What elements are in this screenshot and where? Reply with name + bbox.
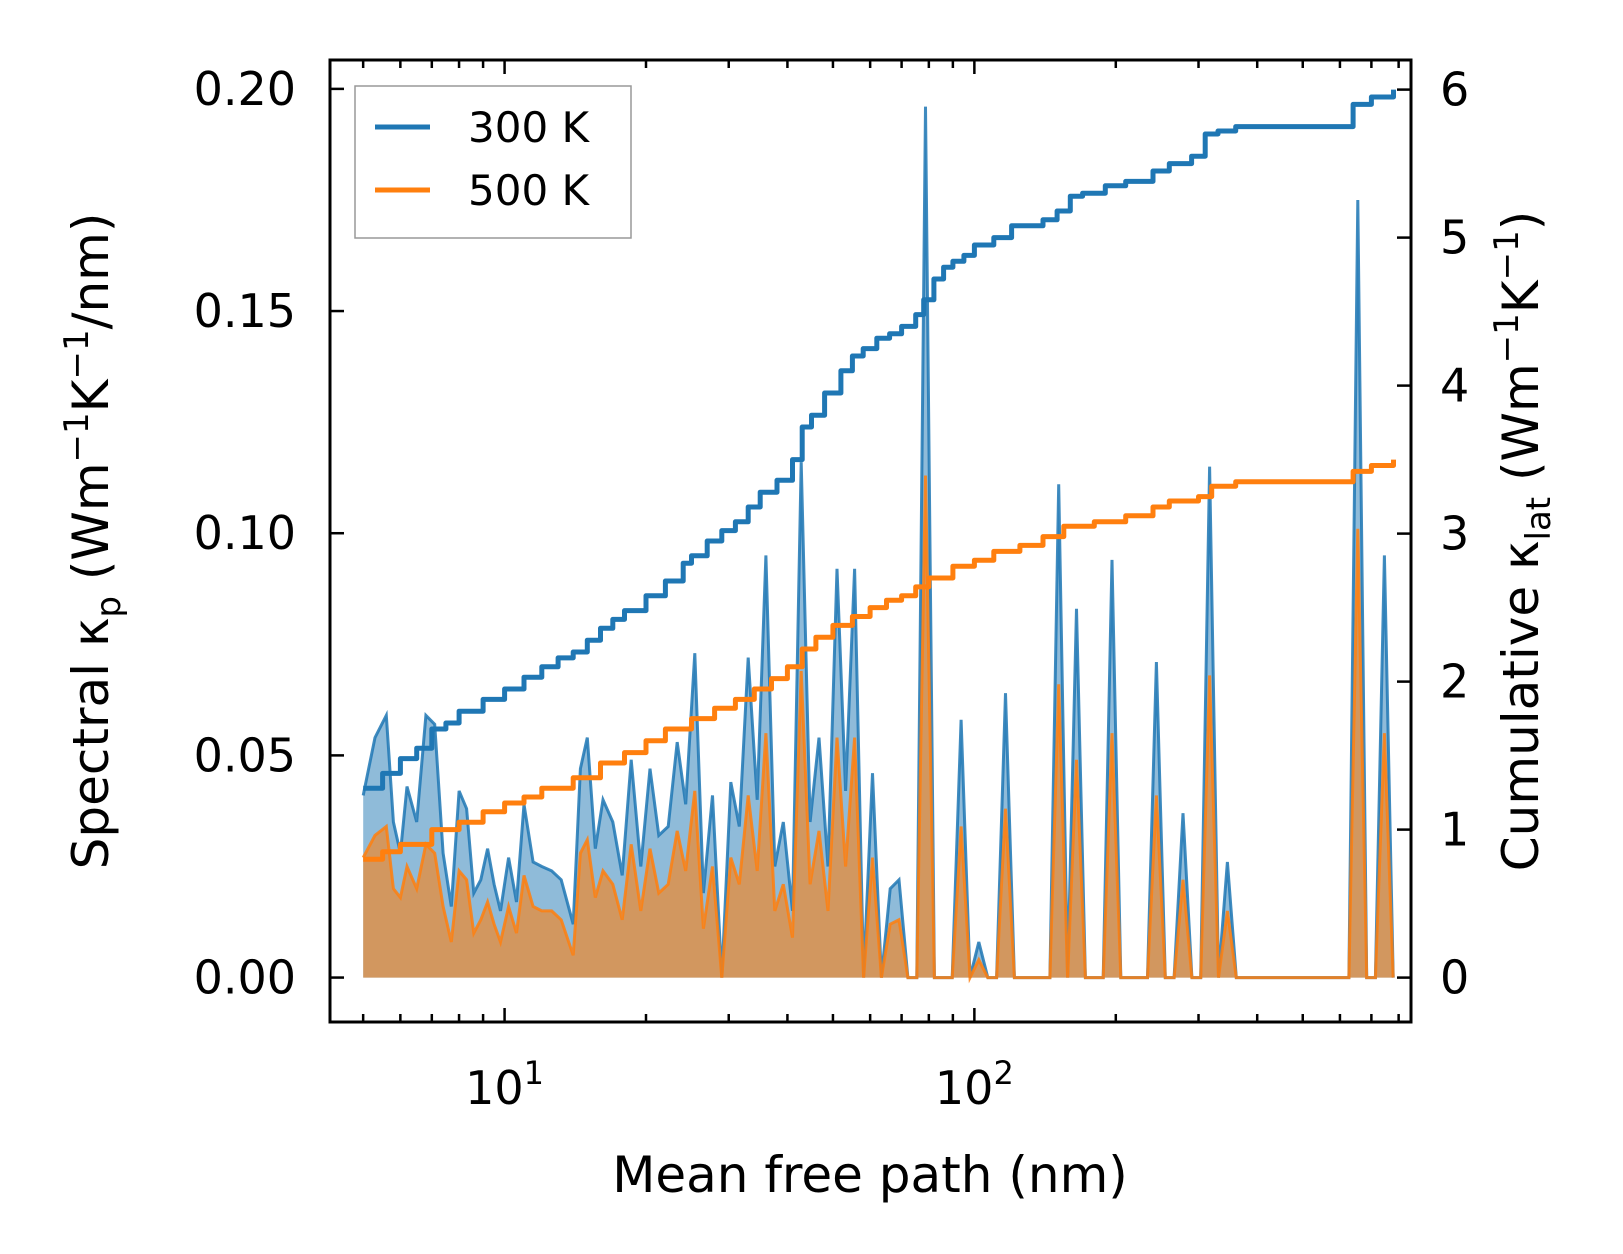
x-tick-label: 101 — [465, 1054, 544, 1115]
legend-box — [354, 85, 632, 239]
y-axis-left-title: Spectral κp (Wm−1K−1/nm) — [57, 213, 129, 870]
cumulative-line-500k — [363, 459, 1396, 862]
legend-label-300k: 300 K — [468, 103, 591, 152]
axis-ticks — [330, 60, 1411, 1022]
axis-tick-labels: 101 102 0.00 0.05 0.10 0.15 0.20 0 1 2 3 4 5 6 — [194, 62, 1470, 1115]
cumulative-series-group — [363, 89, 1396, 862]
y-right-tick-label: 2 — [1440, 655, 1469, 709]
y-right-tick-label: 0 — [1440, 951, 1469, 1005]
spectral-line-500k — [361, 475, 1395, 984]
spectral-series-group — [361, 106, 1395, 984]
y-left-tick-label: 0.15 — [194, 284, 296, 338]
x-tick-label: 102 — [935, 1054, 1014, 1115]
y-left-tick-label: 0.05 — [194, 728, 296, 782]
cumulative-line-300k — [363, 89, 1396, 791]
y-left-tick-label: 0.00 — [194, 951, 296, 1005]
legend-label-500k: 500 K — [468, 166, 591, 215]
y-right-tick-label: 5 — [1440, 211, 1469, 265]
y-right-tick-label: 3 — [1440, 507, 1469, 561]
y-right-tick-label: 1 — [1440, 803, 1469, 857]
y-left-tick-label: 0.10 — [194, 506, 296, 560]
legend: 300 K 500 K — [354, 85, 632, 239]
y-right-tick-label: 6 — [1440, 63, 1469, 117]
y-left-tick-label: 0.20 — [194, 62, 296, 116]
y-axis-right-title: Cumulative κlat (Wm−1K−1) — [1487, 211, 1559, 871]
x-axis-title: Mean free path (nm) — [612, 1146, 1128, 1204]
y-right-tick-label: 4 — [1440, 359, 1469, 413]
spectral-area-500k — [363, 475, 1394, 978]
